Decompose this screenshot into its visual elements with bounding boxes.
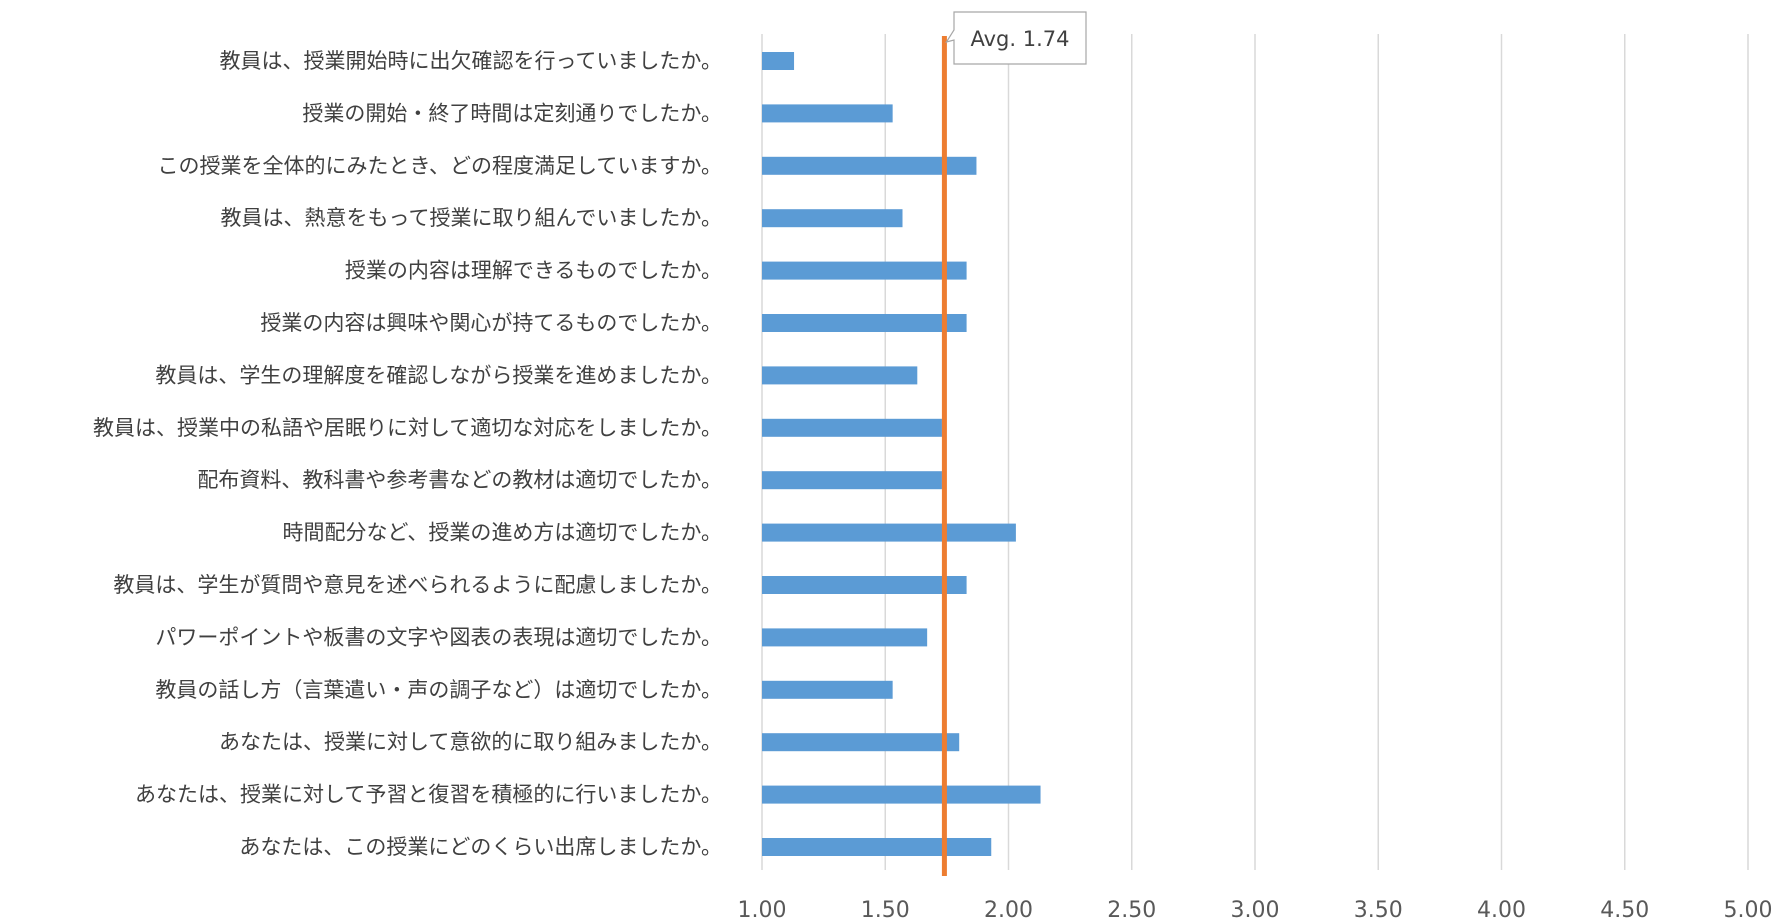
bar (762, 733, 960, 752)
x-tick-label: 2.00 (984, 898, 1033, 918)
category-label: 授業の内容は興味や関心が持てるものでしたか。 (260, 311, 722, 335)
category-label: 授業の開始・終了時間は定刻通りでしたか。 (302, 101, 722, 125)
bar (762, 52, 795, 70)
category-label: 配布資料、教科書や参考書などの教材は適切でしたか。 (197, 468, 722, 492)
category-label: 教員は、学生が質問や意見を述べられるように配慮しましたか。 (113, 573, 722, 597)
x-tick-label: 5.00 (1724, 898, 1773, 918)
bar (762, 366, 918, 385)
category-labels: 教員は、授業開始時に出欠確認を行っていましたか。授業の開始・終了時間は定刻通りで… (93, 49, 722, 859)
bar (762, 576, 967, 594)
category-label: 時間配分など、授業の進め方は適切でしたか。 (282, 521, 722, 545)
category-label: あなたは、授業に対して意欲的に取り組みましたか。 (219, 730, 722, 754)
x-tick-label: 3.50 (1354, 898, 1403, 918)
x-tick-label: 3.00 (1231, 898, 1280, 918)
bar (762, 104, 893, 123)
category-label: あなたは、授業に対して予習と復習を積極的に行いましたか。 (135, 783, 722, 807)
category-label: 教員の話し方（言葉遣い・声の調子など）は適切でしたか。 (155, 678, 722, 702)
category-label: 教員は、熱意をもって授業に取り組んでいましたか。 (221, 206, 722, 230)
category-label: 教員は、授業開始時に出欠確認を行っていましたか。 (219, 49, 722, 73)
bar (762, 680, 893, 699)
x-tick-label: 2.50 (1107, 898, 1156, 918)
category-label: あなたは、この授業にどのくらい出席しましたか。 (239, 835, 722, 859)
bar (762, 418, 942, 437)
bar (762, 628, 928, 647)
category-label: この授業を全体的にみたとき、どの程度満足していますか。 (158, 154, 722, 178)
bar (762, 314, 967, 332)
x-tick-label: 4.50 (1600, 898, 1649, 918)
bar (762, 471, 942, 490)
average-label: Avg. 1.74 (970, 27, 1069, 51)
bar (762, 209, 903, 228)
category-label: 教員は、授業中の私語や居眠りに対して適切な対応をしましたか。 (93, 416, 722, 440)
bars (762, 52, 1041, 856)
category-label: パワーポイントや板書の文字や図表の表現は適切でしたか。 (155, 625, 722, 649)
bar (762, 156, 977, 175)
bar (762, 838, 992, 856)
x-tick-label: 1.50 (861, 898, 910, 918)
x-axis-tick-labels: 1.00 1.50 2.00 2.50 3.00 3.50 4.00 4.50 5.00 (738, 898, 1773, 918)
bar (762, 261, 967, 280)
bar (762, 523, 1016, 542)
x-tick-label: 4.00 (1477, 898, 1526, 918)
bar (762, 785, 1041, 804)
x-tick-label: 1.00 (738, 898, 787, 918)
category-label: 教員は、学生の理解度を確認しながら授業を進めましたか。 (155, 363, 722, 387)
average-callout-box (945, 11, 1087, 65)
category-label: 授業の内容は理解できるものでしたか。 (345, 259, 722, 283)
gridlines (761, 34, 1749, 870)
average-marker: Avg. 1.74 (941, 11, 1087, 876)
